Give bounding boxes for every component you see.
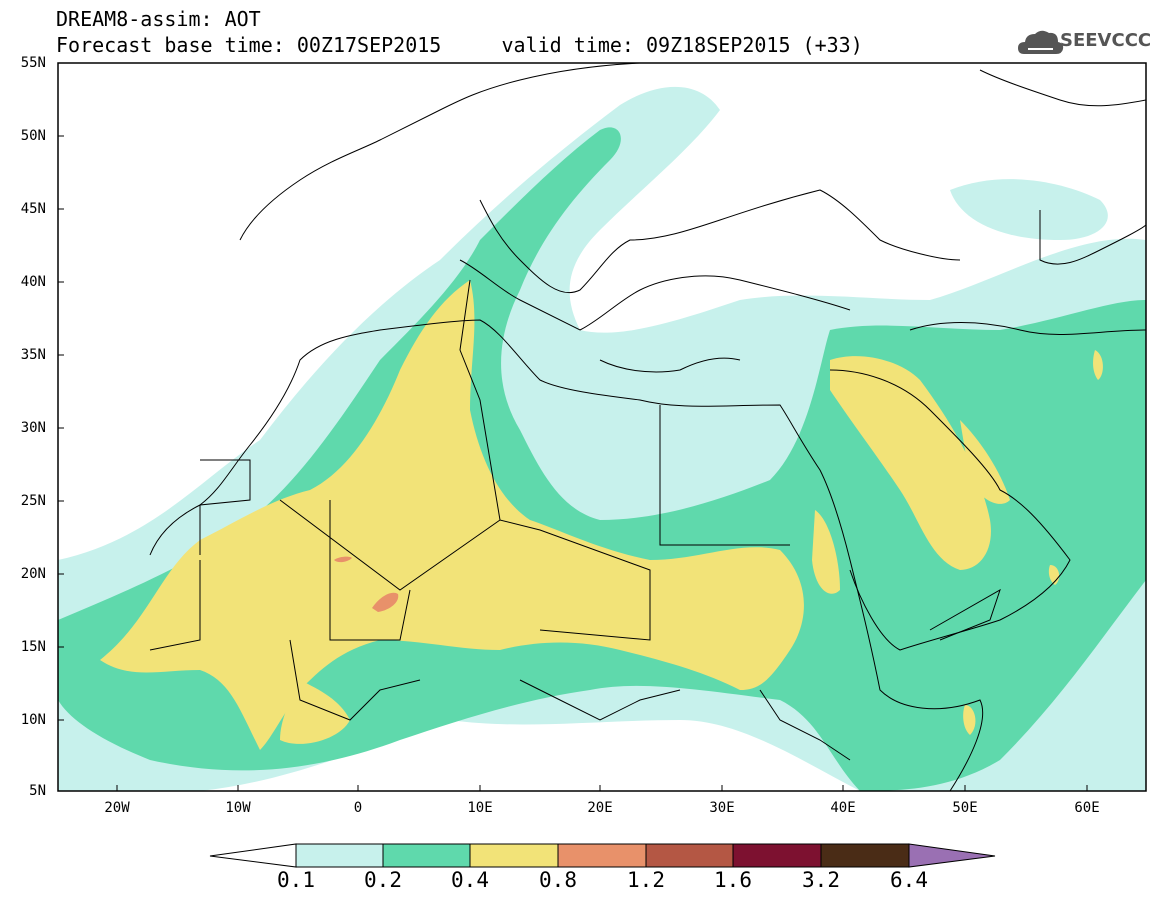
- legend-label: 6.4: [890, 868, 928, 892]
- lat-label: 35N: [20, 347, 46, 363]
- lon-label: 20W: [104, 800, 130, 816]
- aot-band-0.4: [100, 280, 804, 750]
- legend-label: 0.8: [539, 868, 577, 892]
- lat-label: 20N: [20, 566, 46, 582]
- map-title: DREAM8-assim: AOT: [56, 7, 261, 31]
- lon-label: 10W: [225, 800, 251, 816]
- legend-label: 3.2: [802, 868, 840, 892]
- legend-label: 0.2: [364, 868, 402, 892]
- lat-label: 10N: [20, 712, 46, 728]
- lat-label: 45N: [20, 201, 46, 217]
- cloud-icon: [1018, 30, 1064, 54]
- lat-label: 55N: [20, 55, 46, 71]
- legend-label: 0.4: [451, 868, 489, 892]
- lat-label: 40N: [20, 274, 46, 290]
- lon-label: 30E: [709, 800, 735, 816]
- lat-label: 50N: [20, 128, 46, 144]
- lat-label: 25N: [20, 493, 46, 509]
- lon-label: 10E: [467, 800, 493, 816]
- logo-text: SEEVCCC: [1060, 30, 1152, 51]
- lon-label: 40E: [830, 800, 856, 816]
- lon-label: 0: [353, 800, 363, 816]
- legend-label: 0.1: [277, 868, 315, 892]
- aot-band-0.8: [372, 592, 399, 612]
- lat-label: 5N: [29, 783, 46, 799]
- map-subtitle: Forecast base time: 00Z17SEP2015 valid t…: [56, 33, 863, 57]
- legend-label: 1.6: [714, 868, 752, 892]
- lon-label: 50E: [952, 800, 978, 816]
- lon-label: 20E: [587, 800, 613, 816]
- legend-label: 1.2: [627, 868, 665, 892]
- lat-label: 30N: [20, 420, 46, 436]
- lon-label: 60E: [1074, 800, 1100, 816]
- lat-label: 15N: [20, 639, 46, 655]
